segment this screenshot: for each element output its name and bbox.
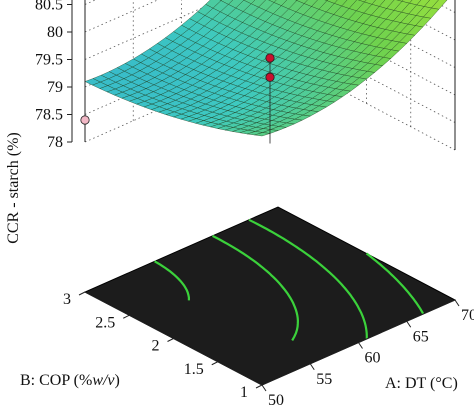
y-tick-label-4: 3 bbox=[63, 291, 71, 308]
x-axis-label: A: DT (°C) bbox=[385, 375, 458, 392]
z-tick-label-1: 78.5 bbox=[35, 107, 63, 124]
y-tick-label-0: 1 bbox=[240, 384, 248, 401]
x-tick-mark-0 bbox=[261, 384, 267, 392]
z-tick-label-5: 80.5 bbox=[35, 0, 63, 14]
contour-line-2 bbox=[212, 234, 300, 341]
z-tick-label-3: 79.5 bbox=[35, 52, 63, 69]
z-tick-label-2: 79 bbox=[47, 79, 63, 96]
z-tick-label-0: 78 bbox=[47, 134, 63, 151]
x-tick-mark-3 bbox=[406, 320, 412, 328]
y-tick-mark-4 bbox=[78, 291, 86, 296]
y-tick-label-2: 2 bbox=[152, 338, 160, 355]
x-tick-label-1: 55 bbox=[316, 371, 332, 388]
floor-plane bbox=[83, 206, 457, 386]
z-tick-label-4: 80 bbox=[47, 24, 63, 41]
x-tick-mark-1 bbox=[309, 363, 315, 371]
y-axis-label: B: COP (%w/v) bbox=[20, 372, 120, 389]
surface-cell-0-0 bbox=[254, 132, 271, 137]
y-axis-label-part-3: ) bbox=[115, 372, 120, 389]
x-tick-label-2: 60 bbox=[365, 350, 381, 367]
design-point-2 bbox=[265, 72, 275, 82]
contour-line-4 bbox=[365, 252, 425, 315]
z-axis-label: CCR - starch (%) bbox=[5, 132, 22, 244]
y-axis-label-part-2: w/v bbox=[92, 372, 115, 389]
design-point-1 bbox=[265, 53, 275, 63]
contour-floor bbox=[83, 206, 457, 386]
design-points bbox=[80, 0, 456, 144]
y-tick-mark-2 bbox=[167, 338, 174, 342]
y-tick-label-3: 2.5 bbox=[95, 314, 115, 331]
x-tick-mark-2 bbox=[358, 342, 363, 349]
contour-line-1 bbox=[154, 260, 190, 301]
design-point-3 bbox=[80, 115, 90, 125]
x-tick-label-0: 50 bbox=[268, 392, 284, 409]
y-tick-mark-3 bbox=[123, 314, 130, 319]
x-tick-mark-4 bbox=[454, 299, 460, 307]
contour-line-3 bbox=[248, 218, 368, 339]
x-tick-label-3: 65 bbox=[413, 328, 429, 345]
response-surface bbox=[84, 0, 448, 137]
y-tick-label-1: 1.5 bbox=[184, 361, 204, 378]
y-tick-mark-0 bbox=[255, 384, 263, 389]
y-tick-mark-1 bbox=[211, 361, 218, 366]
y-axis-label-part-1: B: COP (% bbox=[20, 372, 92, 389]
x-tick-label-4: 70 bbox=[461, 307, 474, 324]
